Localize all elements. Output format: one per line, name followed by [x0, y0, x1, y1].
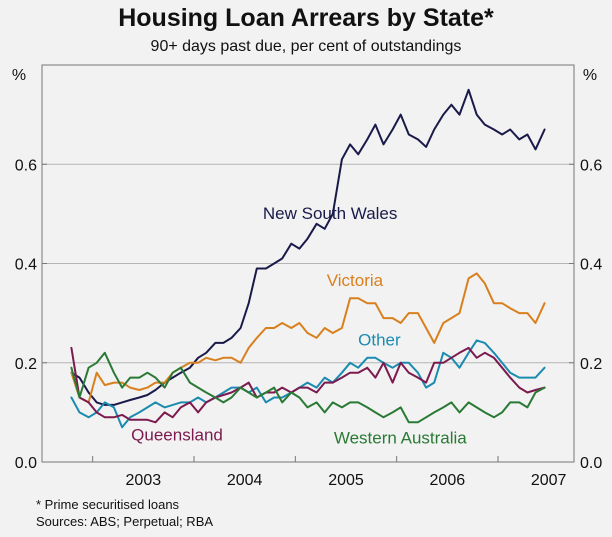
x-tick-label: 2005: [328, 472, 364, 489]
series-line-queensland: [70, 346, 546, 424]
series-line-victoria: [70, 272, 546, 404]
series-lines: [70, 88, 546, 429]
y-unit-right: %: [583, 67, 597, 84]
sources-note: Sources: ABS; Perpetual; RBA: [36, 514, 213, 529]
y-tick-label-right: 0.0: [580, 455, 602, 472]
y-tick-label-right: 0.2: [580, 356, 602, 373]
footnote: * Prime securitised loans: [36, 497, 180, 512]
gridlines: [42, 163, 574, 364]
x-tick-label: 2004: [227, 472, 263, 489]
y-unit-left: %: [12, 67, 26, 84]
y-tick-label-left: 0.4: [15, 257, 37, 274]
y-axis-left: 0.0 0.2 0.4 0.6: [15, 157, 47, 472]
x-axis: 2003 2004 2005 2006 2007: [92, 456, 567, 489]
label-new-south-wales: New South Wales: [263, 204, 397, 223]
x-tick-label: 2003: [126, 472, 162, 489]
series-line-other: [70, 339, 546, 429]
y-tick-label-left: 0.0: [15, 455, 37, 472]
label-other: Other: [358, 330, 401, 349]
series-labels: New South Wales Victoria Other Queensland We…: [131, 204, 467, 448]
series-line-new-south-wales: [70, 88, 546, 406]
label-victoria: Victoria: [327, 271, 384, 290]
x-tick-label: 2006: [430, 472, 466, 489]
y-axis-right: 0.0 0.2 0.4 0.6: [569, 157, 602, 472]
label-queensland: Queensland: [131, 426, 223, 445]
y-tick-label-left: 0.6: [15, 157, 37, 174]
y-tick-label-left: 0.2: [15, 356, 37, 373]
label-western-australia: Western Australia: [334, 429, 467, 448]
y-tick-label-right: 0.4: [580, 257, 602, 274]
series-line-western-australia: [70, 351, 546, 424]
y-tick-label-right: 0.6: [580, 157, 602, 174]
x-tick-label: 2007: [531, 472, 567, 489]
chart-subtitle: 90+ days past due, per cent of outstandi…: [151, 38, 462, 55]
chart-title: Housing Loan Arrears by State*: [118, 4, 494, 32]
